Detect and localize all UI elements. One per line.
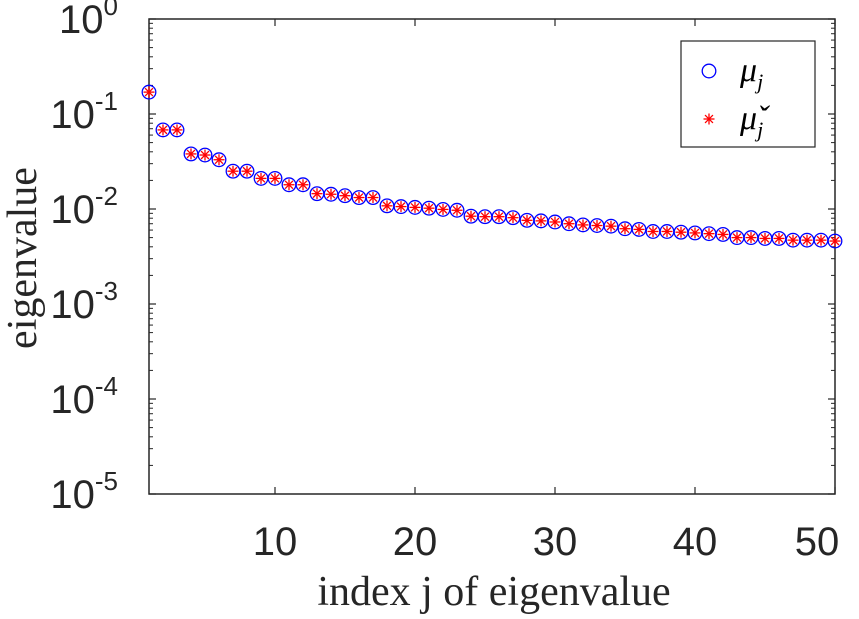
legend-subscript-mu-check: j [754, 117, 763, 142]
y-tick-label: 10-1 [50, 86, 118, 137]
point-asterisk [283, 179, 295, 191]
point-asterisk [773, 232, 785, 244]
point-circle [715, 226, 731, 242]
point-asterisk [297, 179, 309, 191]
point-asterisk [703, 228, 715, 240]
point-asterisk [661, 225, 673, 237]
point-asterisk [227, 165, 239, 177]
point-circle [505, 210, 521, 226]
point-asterisk [619, 223, 631, 235]
point-asterisk [675, 226, 687, 238]
legend-marker-circle [701, 63, 717, 79]
point-asterisk [689, 227, 701, 239]
point-asterisk [353, 192, 365, 204]
point-asterisk [423, 202, 435, 214]
point-asterisk [787, 234, 799, 246]
point-circle [603, 218, 619, 234]
y-axis-label: eigenvalue [0, 167, 46, 349]
point-asterisk [577, 219, 589, 231]
legend-label-mu: μj [739, 52, 763, 94]
point-asterisk [143, 86, 155, 98]
point-asterisk [465, 210, 477, 222]
y-tick-label: 10-2 [50, 181, 118, 232]
y-tick-label: 10-3 [50, 276, 118, 327]
y-tick-label: 100 [59, 0, 118, 42]
point-circle [267, 170, 283, 186]
point-asterisk [829, 235, 841, 247]
legend-asterisk-marker [703, 113, 715, 125]
legend-marker-asterisk [703, 113, 715, 125]
point-asterisk [171, 124, 183, 136]
point-asterisk [535, 215, 547, 227]
point-asterisk [367, 192, 379, 204]
data-points [141, 84, 843, 249]
point-asterisk [479, 211, 491, 223]
point-asterisk [199, 149, 211, 161]
x-tick-label: 20 [393, 520, 438, 564]
point-circle [211, 152, 227, 168]
point-circle [365, 190, 381, 205]
point-circle [295, 177, 311, 193]
point-asterisk [521, 214, 533, 226]
point-circle [141, 84, 157, 100]
x-axis-label: index j of eigenvalue [317, 569, 670, 615]
point-circle [631, 221, 647, 237]
point-circle [197, 147, 213, 163]
point-asterisk [493, 211, 505, 223]
y-axis-ticks: 100 10-1 10-2 10-3 10-4 10-5 [50, 0, 835, 517]
point-asterisk [549, 216, 561, 228]
point-asterisk [157, 124, 169, 136]
y-tick-label: 10-4 [50, 371, 118, 422]
point-asterisk [395, 201, 407, 213]
point-asterisk [269, 172, 281, 184]
point-asterisk [759, 232, 771, 244]
point-asterisk [731, 232, 743, 244]
point-asterisk [815, 234, 827, 246]
x-tick-label: 10 [253, 520, 298, 564]
point-asterisk [745, 232, 757, 244]
point-asterisk [311, 188, 323, 200]
point-asterisk [633, 223, 645, 235]
x-tick-label: 40 [673, 520, 718, 564]
y-tick-label: 10-5 [50, 466, 118, 517]
point-asterisk [339, 190, 351, 202]
legend-box [680, 40, 816, 148]
point-asterisk [409, 201, 421, 213]
point-asterisk [591, 220, 603, 232]
point-asterisk [507, 212, 519, 224]
point-asterisk [213, 154, 225, 166]
legend: μj μ̌j [680, 40, 816, 148]
x-tick-label: 50 [795, 520, 840, 564]
x-tick-label: 30 [533, 520, 578, 564]
point-asterisk [255, 172, 267, 184]
point-asterisk [185, 148, 197, 160]
point-asterisk [241, 165, 253, 177]
legend-symbol-mu: μ [739, 52, 757, 89]
point-asterisk [563, 218, 575, 230]
legend-circle-marker [701, 63, 717, 79]
point-asterisk [325, 188, 337, 200]
point-asterisk [647, 225, 659, 237]
point-circle [239, 163, 255, 179]
point-asterisk [381, 200, 393, 212]
point-asterisk [717, 228, 729, 240]
point-circle [827, 233, 843, 249]
point-asterisk [437, 203, 449, 215]
x-axis-ticks: 10 20 30 40 50 [253, 19, 840, 564]
point-asterisk [605, 220, 617, 232]
point-asterisk [801, 234, 813, 246]
point-circle [169, 122, 185, 138]
legend-subscript-mu: j [754, 69, 763, 94]
point-circle [449, 202, 465, 218]
point-asterisk [451, 204, 463, 216]
